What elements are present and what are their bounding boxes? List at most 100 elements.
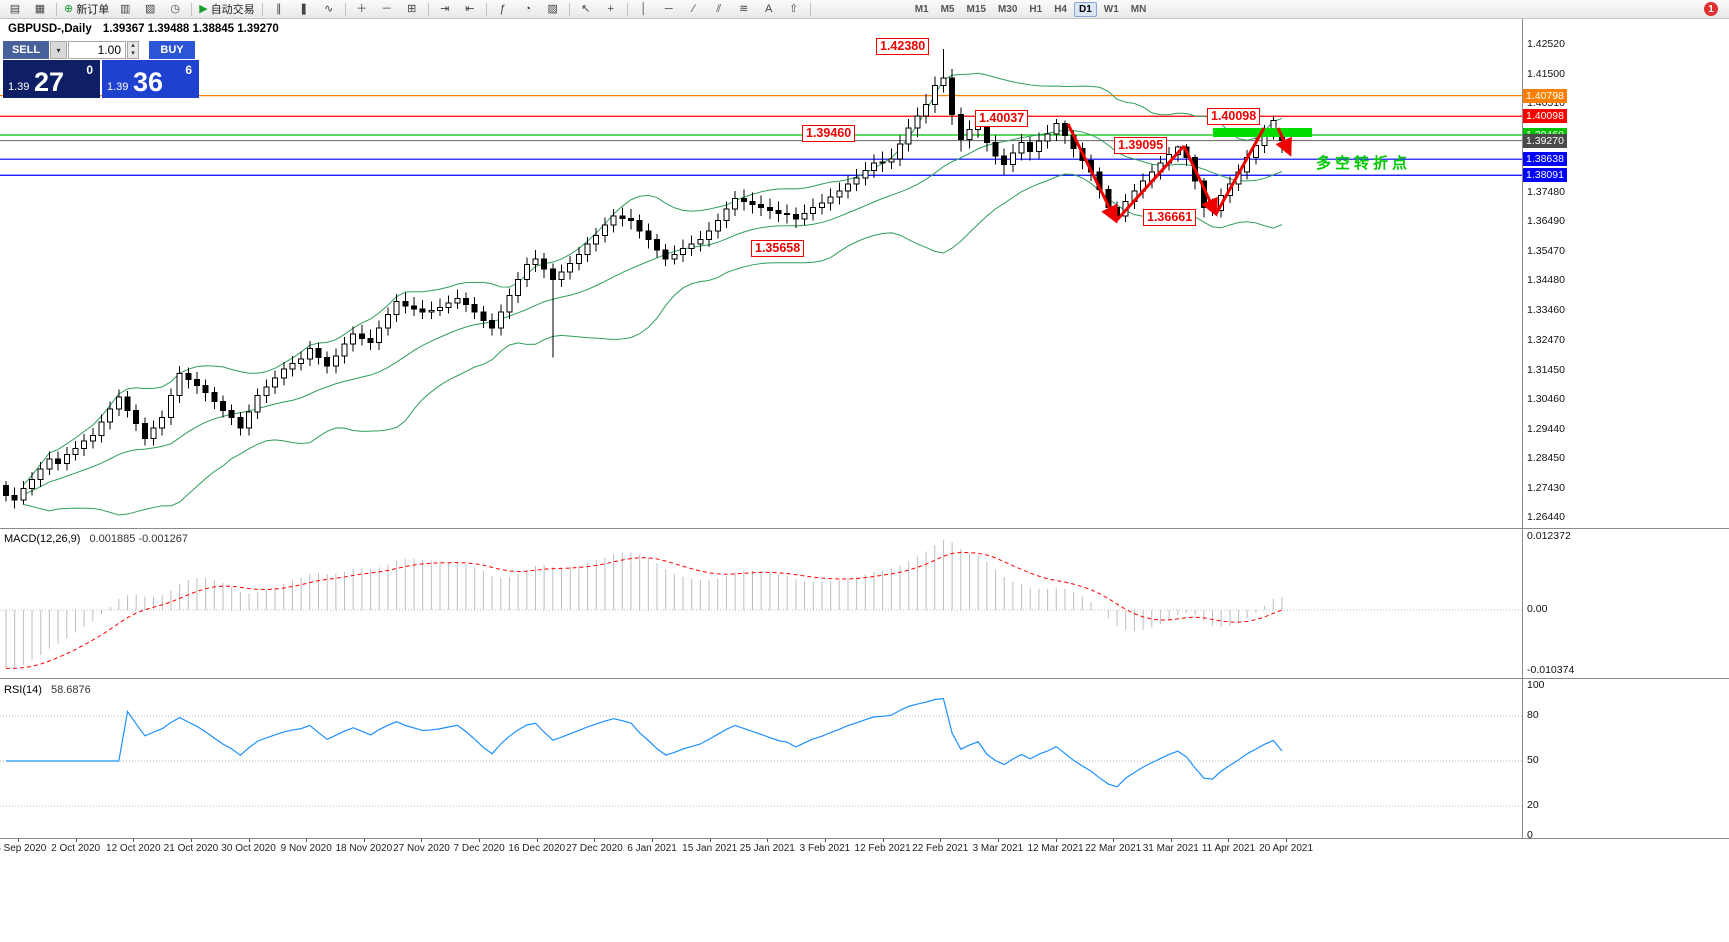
rsi-canvas[interactable] — [0, 680, 1522, 838]
main-chart-canvas[interactable] — [0, 19, 1522, 529]
bar-chart-button[interactable]: ∥ — [267, 0, 291, 18]
time-axis-tick — [652, 839, 654, 842]
macd-scale-label: 0.00 — [1527, 603, 1548, 615]
time-axis-tick — [1170, 839, 1172, 842]
notifications-badge[interactable]: 1 — [1704, 2, 1718, 16]
toolbar-separator — [261, 2, 263, 16]
time-axis-tick — [1228, 839, 1230, 842]
price-scale-label: 1.27430 — [1527, 481, 1565, 494]
buy-price-big: 36 — [133, 67, 164, 97]
timeframe-m30[interactable]: M30 — [997, 3, 1018, 15]
timeframe-h4[interactable]: H4 — [1054, 3, 1067, 15]
volume-dropdown[interactable]: ▾ — [50, 41, 67, 59]
time-axis-label: 9 Nov 2020 — [280, 843, 332, 854]
history-center-button[interactable]: ◷ — [163, 0, 187, 18]
timeframe-mn[interactable]: MN — [1130, 3, 1147, 15]
price-scale-label: 1.32470 — [1527, 333, 1565, 346]
pane-separator-rsi[interactable] — [0, 678, 1729, 679]
time-axis-label: 7 Dec 2020 — [453, 843, 505, 854]
horizontal-line-button[interactable]: ─ — [657, 0, 681, 18]
price-annotation[interactable]: 1.39460 — [802, 125, 856, 142]
text-label-icon: A — [765, 3, 773, 15]
buy-button[interactable]: BUY — [149, 41, 195, 59]
fibonacci-button[interactable]: ≋ — [732, 0, 756, 18]
time-axis-tick — [75, 839, 77, 842]
time-axis-label: 3 Mar 2021 — [972, 843, 1024, 854]
sell-button[interactable]: SELL — [3, 41, 49, 59]
time-axis-tick — [594, 839, 596, 842]
price-annotation[interactable]: 1.35658 — [751, 240, 805, 257]
cursor-icon: ↖ — [581, 3, 591, 15]
pane-separator-macd[interactable] — [0, 528, 1729, 529]
rsi-value: 58.6876 — [50, 684, 91, 696]
chart-shift-button[interactable]: ⇤ — [458, 0, 482, 18]
level-price-tag: 1.38091 — [1523, 168, 1567, 183]
data-window-icon: ▧ — [145, 3, 156, 15]
periods-button[interactable]: ◔ — [516, 0, 540, 18]
time-axis-label: 12 Feb 2021 — [854, 843, 911, 854]
new-order-button[interactable]: ⊕ 新订单 — [61, 0, 112, 18]
zoom-out-button[interactable]: － — [375, 0, 399, 18]
toolbar-separator — [191, 2, 193, 16]
charts-window-button[interactable]: ▤ — [3, 0, 27, 18]
equidistant-channel-button[interactable]: ⫽ — [707, 0, 731, 18]
time-axis-label: 15 Jan 2021 — [682, 843, 738, 854]
zoom-out-icon: － — [381, 3, 393, 15]
buy-price-small: 1.39 — [107, 81, 129, 93]
auto-scroll-button[interactable]: ⇥ — [433, 0, 457, 18]
rsi-scale-label: 80 — [1527, 709, 1539, 721]
time-axis-tick — [479, 839, 481, 842]
time-axis-label: 6 Jan 2021 — [627, 843, 677, 854]
sell-price-big: 27 — [34, 67, 65, 97]
price-annotation[interactable]: 1.40037 — [975, 110, 1029, 127]
candlestick-chart-button[interactable]: ❚ — [292, 0, 316, 18]
time-axis-border — [0, 838, 1729, 839]
templates-button[interactable]: ▨ — [541, 0, 565, 18]
buy-price-box[interactable]: 1.39 36 6 — [102, 60, 199, 98]
time-axis-tick — [248, 839, 250, 842]
buy-price-sup: 6 — [185, 63, 192, 77]
periods-icon: ◔ — [524, 3, 532, 15]
level-price-tag: 1.40098 — [1523, 109, 1567, 124]
timeframe-w1[interactable]: W1 — [1103, 3, 1119, 15]
time-axis-label: 21 Oct 2020 — [163, 843, 219, 854]
timeframe-h1[interactable]: H1 — [1029, 3, 1043, 15]
volume-input[interactable] — [68, 41, 126, 59]
macd-name: MACD(12,26,9) — [4, 533, 81, 545]
timeframe-m5[interactable]: M5 — [940, 3, 955, 15]
line-chart-button[interactable]: ∿ — [317, 0, 341, 18]
tile-windows-button[interactable]: ⊞ — [400, 0, 424, 18]
price-scale-label: 1.28450 — [1527, 451, 1565, 464]
indicators-list-button[interactable]: ƒ — [491, 0, 515, 18]
macd-canvas[interactable] — [0, 530, 1522, 678]
trendline-button[interactable]: ∕ — [682, 0, 706, 18]
time-axis-tick — [421, 839, 423, 842]
market-watch-button[interactable]: ▥ — [113, 0, 137, 18]
data-window-button[interactable]: ▧ — [138, 0, 162, 18]
level-price-tag: 1.40798 — [1523, 88, 1567, 103]
chinese-annotation-text[interactable]: 多空转折点 — [1316, 155, 1412, 172]
price-annotation[interactable]: 1.42380 — [876, 38, 930, 55]
time-axis-tick — [133, 839, 135, 842]
crosshair-button[interactable]: + — [599, 0, 623, 18]
vertical-line-button[interactable]: │ — [632, 0, 656, 18]
price-annotation[interactable]: 1.40098 — [1207, 108, 1261, 125]
price-scale-label: 1.41500 — [1527, 68, 1565, 80]
cursor-button[interactable]: ↖ — [574, 0, 598, 18]
chart-profiles-button[interactable]: ▦ — [28, 0, 52, 18]
timeframe-m15[interactable]: M15 — [966, 3, 986, 15]
sell-price-box[interactable]: 1.39 27 0 — [3, 60, 100, 98]
timeframe-m1[interactable]: M1 — [914, 3, 929, 15]
price-annotation[interactable]: 1.39095 — [1114, 137, 1168, 154]
chart-title: GBPUSD-,Daily 1.39367 1.39488 1.38845 1.… — [8, 23, 279, 35]
autotrading-button[interactable]: ▶ 自动交易 — [196, 0, 257, 18]
price-annotation[interactable]: 1.36661 — [1143, 209, 1197, 226]
price-scale-label: 1.29440 — [1527, 422, 1565, 435]
arrow-tools-button[interactable]: ⇧ — [782, 0, 806, 18]
text-label-button[interactable]: A — [757, 0, 781, 18]
volume-spinner[interactable]: ▴ ▾ — [127, 41, 139, 59]
autotrading-label: 自动交易 — [210, 4, 255, 16]
zoom-in-button[interactable]: ＋ — [350, 0, 374, 18]
timeframe-d1[interactable]: D1 — [1074, 1, 1097, 17]
